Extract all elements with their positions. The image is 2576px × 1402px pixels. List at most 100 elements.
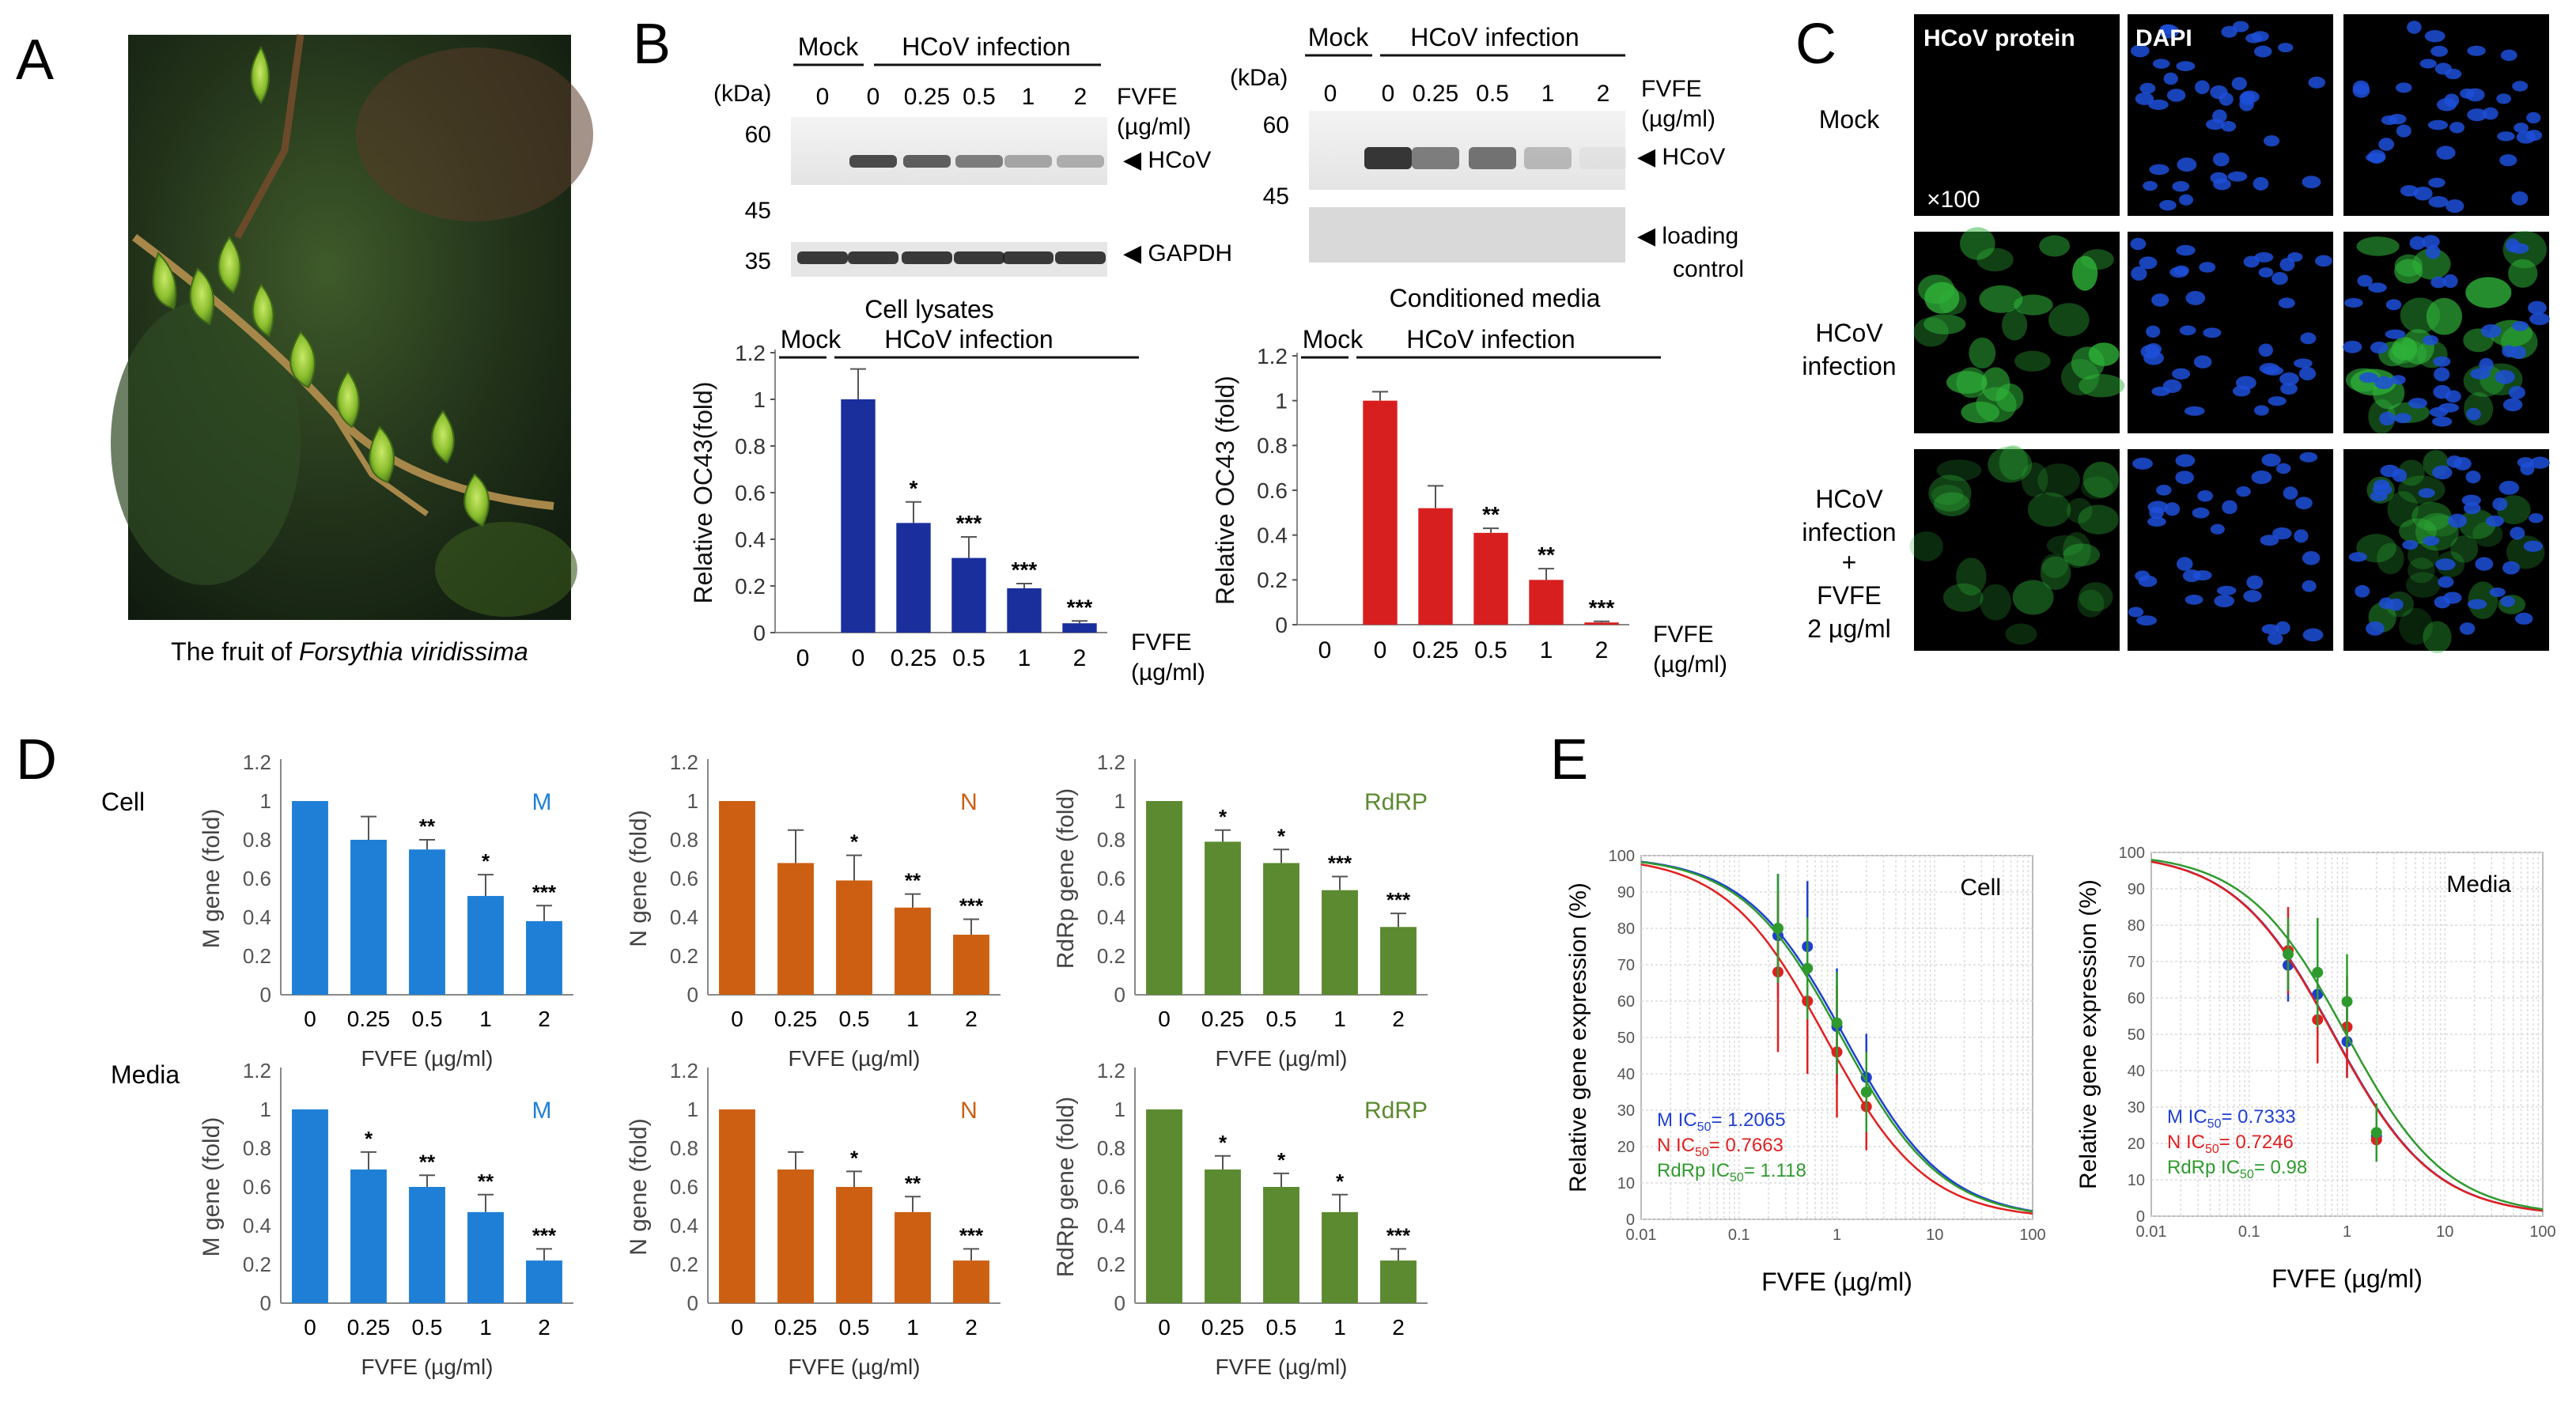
nucleus (2258, 343, 2273, 357)
nucleus (2156, 485, 2172, 496)
y-tick-label: 0.2 (670, 1253, 698, 1276)
nucleus (2260, 535, 2279, 546)
x-tick-label: 0.25 (1201, 1315, 1245, 1340)
nucleus (2184, 406, 2205, 416)
panel-letter-c: C (1795, 13, 1836, 76)
green-cell (1931, 485, 1964, 505)
y-tick-label: 0 (687, 983, 698, 1007)
x-tick-label: 0.5 (412, 1315, 443, 1340)
green-cell (1933, 492, 1971, 516)
y-tick-label: 0.6 (243, 1175, 271, 1199)
significance-mark: * (365, 1127, 373, 1151)
significance-mark: ** (419, 814, 436, 838)
green-cell (1980, 367, 2010, 402)
nucleus (2409, 236, 2426, 250)
dose-label: 0 (1382, 81, 1395, 107)
x-tick-label: 1 (479, 1315, 492, 1340)
green-cell (1909, 531, 1943, 561)
bar-chart-cell-rdrp: 0 0.2 0.4 0.6 0.8 1 1.2 0 * 0.25 * 0.5 *** 1 *** 2 RdRp … (1053, 750, 1428, 1071)
bar (951, 557, 986, 633)
nucleus (2164, 502, 2181, 516)
significance-mark: * (850, 830, 859, 854)
gapdh-band (797, 251, 848, 264)
significance-mark: * (1336, 1170, 1345, 1193)
y-tick-label: 100 (1609, 848, 1635, 865)
hcov-band (955, 155, 1003, 168)
x-axis-label: FVFE (1653, 622, 1714, 648)
y-tick-label: 0 (1114, 1291, 1125, 1315)
significance-mark: * (1219, 805, 1227, 829)
nucleus (2475, 557, 2494, 571)
nucleus (2388, 114, 2407, 125)
nucleus (2499, 154, 2517, 167)
nucleus (2461, 494, 2481, 506)
x-tick-label: 2 (1073, 645, 1087, 671)
nucleus (2308, 76, 2325, 89)
nucleus (2175, 454, 2196, 467)
nucleus (2151, 386, 2170, 396)
nucleus (2505, 238, 2521, 253)
nucleus (2434, 558, 2456, 571)
bar (292, 1109, 328, 1303)
nucleus (2271, 271, 2288, 285)
y-tick-label: 1 (753, 387, 766, 412)
y-tick-label: 10 (1617, 1175, 1635, 1192)
y-tick-label: 0.4 (1097, 905, 1125, 929)
nucleus (2466, 407, 2481, 421)
marker-35: 35 (745, 248, 771, 274)
nucleus (2514, 123, 2529, 134)
nucleus (2495, 369, 2515, 384)
nucleus (2214, 595, 2235, 607)
nucleus (2278, 43, 2294, 53)
green-cell (1999, 445, 2029, 481)
y-tick-label: 0.2 (735, 574, 766, 599)
bar (841, 399, 876, 633)
hcov-band (1524, 147, 1572, 169)
nucleus (2210, 523, 2225, 535)
nucleus (2163, 72, 2178, 85)
y-tick-label: 100 (2119, 845, 2145, 862)
infection-label: HCoV infection (884, 325, 1053, 353)
green-cell (2079, 373, 2125, 398)
nucleus (2445, 390, 2461, 403)
nucleus (2294, 358, 2313, 368)
significance-mark: *** (532, 880, 557, 904)
nucleus (2217, 585, 2237, 595)
green-cell (2088, 342, 2120, 366)
nucleus (2136, 615, 2157, 626)
nucleus (2433, 356, 2451, 367)
green-cell (1939, 289, 1967, 315)
y-tick-label: 80 (1617, 920, 1635, 938)
micrograph-tile (1914, 449, 2120, 651)
y-tick-label: 0.2 (670, 944, 698, 968)
green-cell (2077, 589, 2105, 618)
x-axis-label: FVFE (µg/ml) (788, 1046, 920, 1071)
significance-mark: * (1219, 1131, 1227, 1154)
nucleus (2438, 576, 2454, 588)
y-tick-label: 0.4 (243, 905, 271, 929)
green-cell (2458, 509, 2496, 539)
band-hcov: ◀ HCoV (1637, 144, 1725, 170)
y-tick-label: 1.2 (243, 750, 271, 774)
y-tick-label: 1.2 (670, 750, 698, 774)
y-tick-label: 0.6 (735, 481, 766, 505)
band-gapdh: ◀ GAPDH (1123, 240, 1232, 266)
x-tick-label: 0 (1158, 1007, 1171, 1031)
nucleus (2366, 621, 2385, 636)
x-tick-label: 0 (1318, 637, 1332, 663)
data-point (1860, 1086, 1872, 1098)
nucleus (2378, 138, 2395, 151)
nucleus (2221, 25, 2237, 38)
bar (1205, 1169, 1241, 1303)
dose-label: 0 (816, 84, 830, 110)
significance-mark: * (1277, 824, 1286, 848)
x-tick-label: 0.25 (774, 1315, 818, 1340)
nucleus (2370, 341, 2389, 354)
bar-chart-conditioned-media: 0 0.2 0.4 0.6 0.8 1 1.2 0 0 0.25 ** 0.5 ** 1 *** 2 Relat… (1211, 325, 1727, 678)
mock-label: Mock (1308, 23, 1369, 51)
kda-label: (kDa) (1230, 65, 1288, 91)
y-tick-label: 80 (2128, 917, 2145, 935)
x-axis-unit: (µg/ml) (1653, 652, 1727, 678)
green-cell (1959, 227, 1995, 260)
green-cell (2027, 492, 2071, 527)
